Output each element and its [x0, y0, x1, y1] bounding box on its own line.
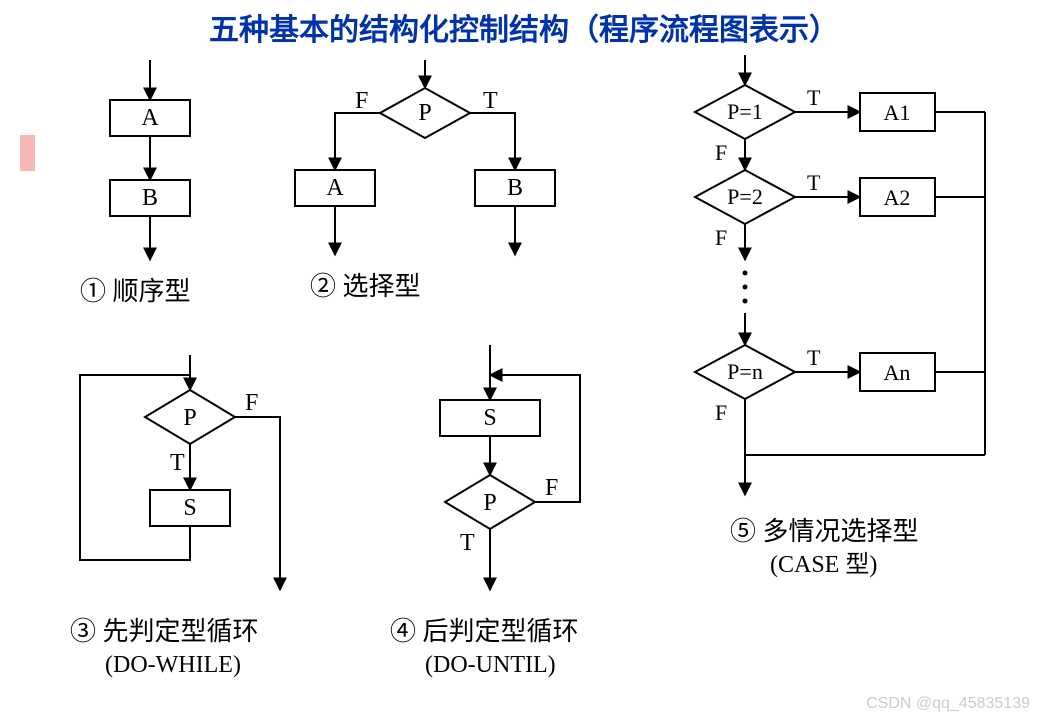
case-f1: F [715, 140, 727, 165]
case-a1-label: A1 [884, 100, 911, 125]
case-d1-label: P=1 [727, 99, 763, 124]
caption-3b: (DO-WHILE) [105, 652, 241, 678]
case-f2: F [715, 225, 727, 250]
case-t1: T [807, 85, 821, 110]
du-box-s-label: S [483, 405, 496, 431]
du-t-label: T [460, 530, 475, 556]
caption-2: ② 选择型 [310, 272, 421, 301]
dw-t-label: T [170, 450, 185, 476]
left-red-mark [20, 135, 35, 171]
du-f-label: F [545, 475, 558, 501]
du-diamond-label: P [483, 490, 496, 516]
caption-5b: (CASE 型) [770, 551, 877, 578]
box-a-label: A [141, 105, 159, 131]
caption-1: ① 顺序型 [80, 277, 191, 306]
case-dn-label: P=n [727, 359, 763, 384]
case-fn: F [715, 400, 727, 425]
diamond-p-label: P [418, 100, 431, 126]
case-diagram: P=1 T A1 F P=2 T A2 F P=n T An F [695, 55, 985, 495]
dountil-diagram: S P F T [440, 345, 580, 590]
caption-3: ③ 先判定型循环 [70, 617, 259, 646]
sel-box-a-label: A [326, 175, 344, 201]
dw-diamond-label: P [183, 405, 196, 431]
f-label: F [355, 88, 368, 114]
page-title: 五种基本的结构化控制结构（程序流程图表示） [209, 13, 839, 47]
caption-4: ④ 后判定型循环 [390, 617, 579, 646]
case-tn: T [807, 345, 821, 370]
case-a2-label: A2 [884, 185, 911, 210]
box-b-label: B [142, 185, 158, 211]
caption-5: ⑤ 多情况选择型 [730, 517, 919, 546]
flowchart-canvas: 五种基本的结构化控制结构（程序流程图表示） A B ① 顺序型 P F T A [0, 0, 1048, 718]
dw-f-label: F [245, 390, 258, 416]
watermark: CSDN @qq_45835139 [866, 695, 1030, 712]
sequence-diagram: A B [110, 60, 190, 260]
caption-4b: (DO-UNTIL) [425, 652, 556, 678]
sel-box-b-label: B [507, 175, 523, 201]
case-an-label: An [884, 360, 911, 385]
dw-box-s-label: S [183, 495, 196, 521]
dowhile-diagram: P F T S [80, 355, 280, 590]
case-d2-label: P=2 [727, 184, 763, 209]
selection-diagram: P F T A B [295, 60, 555, 255]
t-label: T [483, 88, 498, 114]
case-t2: T [807, 170, 821, 195]
